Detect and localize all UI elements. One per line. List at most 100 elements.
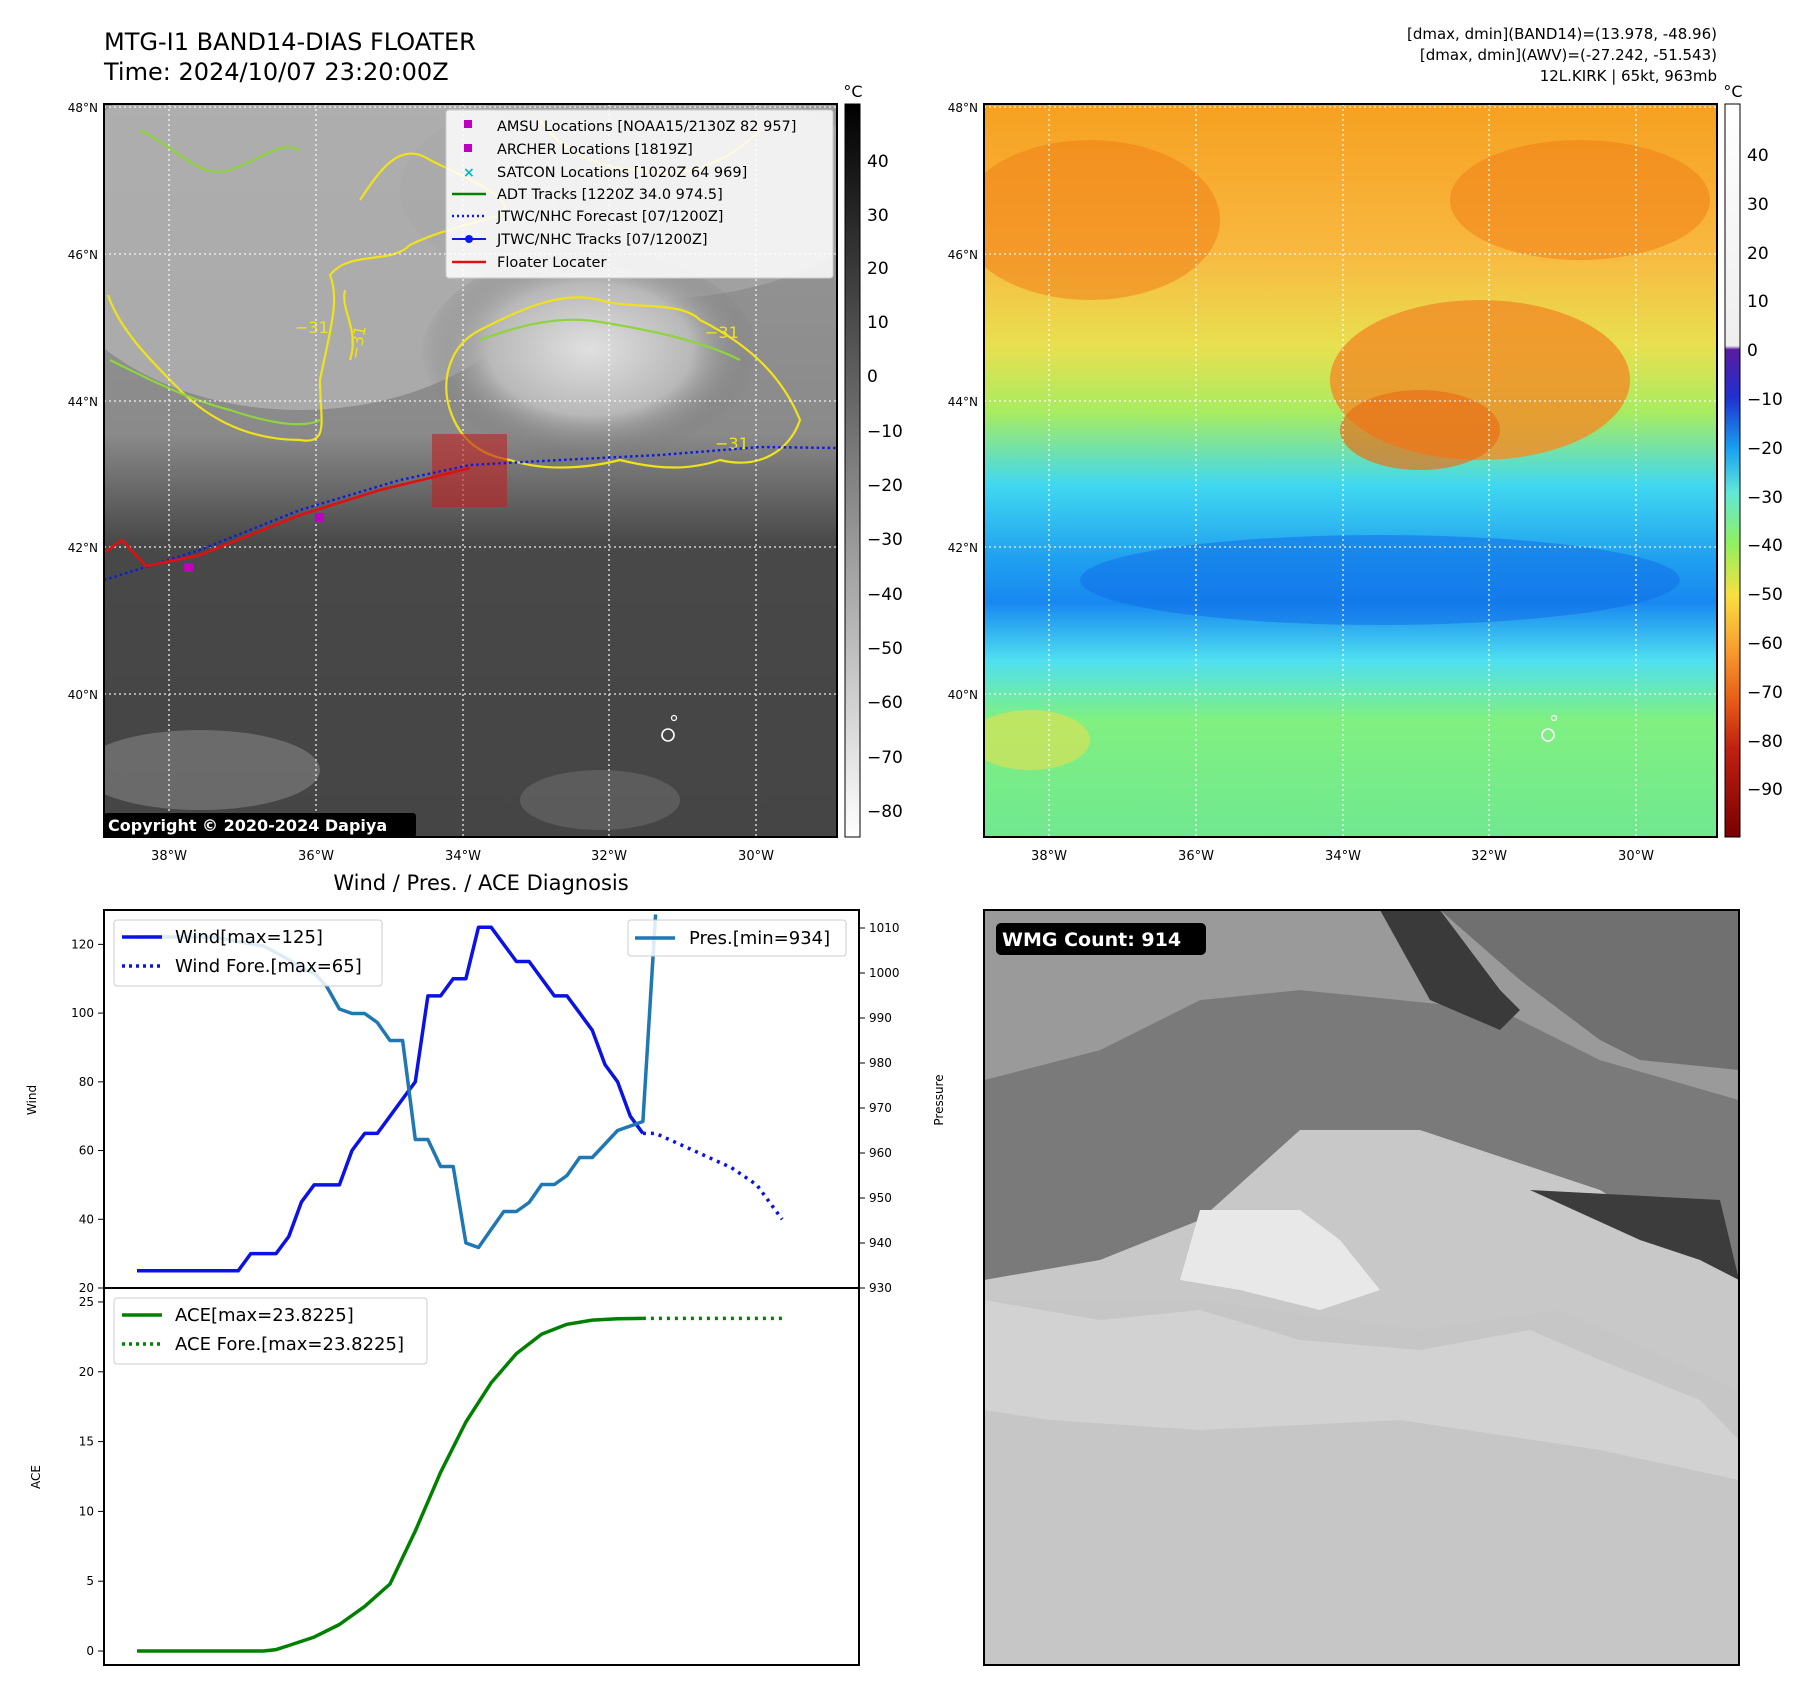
svg-text:42°N: 42°N bbox=[68, 541, 98, 555]
pressure-tick-label: 930 bbox=[869, 1281, 892, 1295]
legend-archer-label: ARCHER Locations [1819Z] bbox=[497, 142, 693, 158]
ace-tick-label: 20 bbox=[79, 1365, 94, 1379]
wind-pressure-panel: 20 40 60 80 100 120 930 940 950 960 970 980 990 1000… bbox=[25, 909, 946, 1295]
wind-axis-label: Wind bbox=[25, 1085, 39, 1115]
ace-line bbox=[137, 1316, 643, 1653]
legend-pressure-label: Pres.[min=934] bbox=[689, 928, 830, 949]
ace-tick-label: 0 bbox=[86, 1644, 94, 1658]
svg-text:48°N: 48°N bbox=[948, 101, 978, 115]
svg-text:30: 30 bbox=[867, 206, 889, 226]
svg-text:20: 20 bbox=[1747, 244, 1769, 264]
svg-text:30: 30 bbox=[1747, 195, 1769, 215]
legend-wind-label: Wind[max=125] bbox=[175, 927, 323, 948]
band14-range: [dmax, dmin](BAND14)=(13.978, -48.96) bbox=[1407, 25, 1717, 43]
wmg-panel bbox=[984, 910, 1739, 1665]
pressure-tick-label: 970 bbox=[869, 1101, 892, 1115]
wmg-frame bbox=[983, 909, 1740, 1666]
pressure-tick-label: 1000 bbox=[869, 966, 900, 980]
legend-amsu-icon bbox=[464, 120, 472, 128]
svg-text:44°N: 44°N bbox=[68, 395, 98, 409]
ace-axis-label: ACE bbox=[29, 1465, 43, 1489]
svg-text:0: 0 bbox=[1747, 341, 1758, 361]
wind-tick-label: 40 bbox=[79, 1212, 94, 1226]
wind-forecast-line bbox=[642, 1131, 784, 1221]
svg-text:40: 40 bbox=[1747, 146, 1769, 166]
wind-tick-label: 60 bbox=[79, 1144, 94, 1158]
svg-text:−10: −10 bbox=[867, 422, 903, 442]
ace-panel: 0 5 10 15 20 25 ACE ACE[max=23.8225] ACE Fore… bbox=[29, 1287, 860, 1666]
svg-text:−30: −30 bbox=[1747, 488, 1783, 508]
ace-tick-label: 15 bbox=[79, 1435, 94, 1449]
svg-text:42°N: 42°N bbox=[948, 541, 978, 555]
ir-contours bbox=[106, 119, 802, 742]
svg-text:−90: −90 bbox=[1747, 780, 1783, 800]
storm-info: 12L.KIRK | 65kt, 963mb bbox=[1540, 67, 1717, 85]
ir-legend: AMSU Locations [NOAA15/2130Z 82 957] ARC… bbox=[445, 109, 834, 279]
legend-satcon-label: SATCON Locations [1020Z 64 969] bbox=[497, 165, 747, 181]
legend-wind-forecast-label: Wind Fore.[max=65] bbox=[175, 956, 362, 977]
svg-text:36°W: 36°W bbox=[298, 849, 334, 864]
legend-archer-icon bbox=[464, 144, 472, 152]
svg-text:0: 0 bbox=[867, 367, 878, 387]
pressure-tick-label: 990 bbox=[869, 1011, 892, 1025]
archer-marker bbox=[315, 513, 324, 522]
floater-locater-track bbox=[104, 466, 471, 568]
svg-text:40°N: 40°N bbox=[68, 688, 98, 702]
svg-text:38°W: 38°W bbox=[1031, 849, 1067, 864]
wind-y-ticks: 20 40 60 80 100 120 bbox=[71, 937, 104, 1295]
legend-floater-label: Floater Locater bbox=[497, 255, 606, 271]
contour-label-1: −31 bbox=[295, 318, 329, 337]
pressure-axis-label: Pressure bbox=[932, 1074, 946, 1125]
pressure-tick-label: 960 bbox=[869, 1146, 892, 1160]
svg-text:34°W: 34°W bbox=[445, 849, 481, 864]
wv-colorbar-ticks: 40 30 20 10 0 −10 −20 −30 −40 −50 −60 −7… bbox=[1747, 146, 1783, 800]
pressure-y-ticks: 930 940 950 960 970 980 990 1000 1010 bbox=[859, 921, 900, 1295]
svg-text:40°N: 40°N bbox=[948, 688, 978, 702]
ir-colorbar-ticks: 40 30 20 10 0 −10 −20 −30 −40 −50 −60 −7… bbox=[867, 152, 903, 822]
svg-text:−80: −80 bbox=[867, 802, 903, 822]
svg-text:10: 10 bbox=[1747, 292, 1769, 312]
figure-time: Time: 2024/10/07 23:20:00Z bbox=[103, 58, 449, 86]
ace-tick-label: 5 bbox=[86, 1574, 94, 1588]
ace-y-ticks: 0 5 10 15 20 25 bbox=[79, 1295, 104, 1658]
svg-text:−40: −40 bbox=[1747, 536, 1783, 556]
track-overlays bbox=[104, 434, 837, 582]
svg-text:−50: −50 bbox=[867, 639, 903, 659]
svg-text:48°N: 48°N bbox=[68, 101, 98, 115]
pressure-tick-label: 1010 bbox=[869, 921, 900, 935]
svg-text:36°W: 36°W bbox=[1178, 849, 1214, 864]
ace-tick-label: 10 bbox=[79, 1504, 94, 1518]
diagnosis-title: Wind / Pres. / ACE Diagnosis bbox=[333, 871, 628, 895]
contour-label-2: −31 bbox=[705, 323, 739, 342]
wmg-count-label: WMG Count: 914 bbox=[1002, 929, 1181, 951]
legend-ace-forecast-label: ACE Fore.[max=23.8225] bbox=[175, 1334, 404, 1355]
svg-text:−20: −20 bbox=[1747, 439, 1783, 459]
svg-text:−80: −80 bbox=[1747, 732, 1783, 752]
legend-ace-label: ACE[max=23.8225] bbox=[175, 1305, 354, 1326]
wind-line bbox=[137, 925, 645, 1273]
wind-tick-label: 100 bbox=[71, 1006, 94, 1020]
svg-text:20: 20 bbox=[867, 259, 889, 279]
wv-colorbar-unit: °C bbox=[1723, 82, 1742, 101]
svg-text:44°N: 44°N bbox=[948, 395, 978, 409]
svg-text:−70: −70 bbox=[1747, 683, 1783, 703]
legend-amsu-label: AMSU Locations [NOAA15/2130Z 82 957] bbox=[497, 119, 796, 135]
svg-text:−30: −30 bbox=[867, 530, 903, 550]
copyright-box bbox=[104, 813, 416, 837]
legend-satcon-icon: × bbox=[463, 165, 475, 181]
svg-text:10: 10 bbox=[867, 313, 889, 333]
legend-forecast-label: JTWC/NHC Forecast [07/1200Z] bbox=[496, 209, 723, 225]
copyright-text: Copyright © 2020-2024 Dapiya bbox=[108, 816, 387, 835]
svg-text:46°N: 46°N bbox=[68, 248, 98, 262]
floater-box bbox=[432, 434, 507, 507]
wv-gridlines bbox=[984, 104, 1717, 837]
svg-text:−50: −50 bbox=[1747, 585, 1783, 605]
legend-tracks-label: JTWC/NHC Tracks [07/1200Z] bbox=[496, 232, 708, 248]
pressure-tick-label: 950 bbox=[869, 1191, 892, 1205]
svg-text:30°W: 30°W bbox=[738, 849, 774, 864]
ir-colorbar-unit: °C bbox=[843, 82, 862, 101]
ir-colorbar bbox=[844, 103, 861, 838]
legend-adt-label: ADT Tracks [1220Z 34.0 974.5] bbox=[497, 187, 723, 203]
wind-tick-label: 20 bbox=[79, 1281, 94, 1295]
wv-lon-labels: 38°W 36°W 34°W 32°W 30°W bbox=[1031, 849, 1654, 864]
